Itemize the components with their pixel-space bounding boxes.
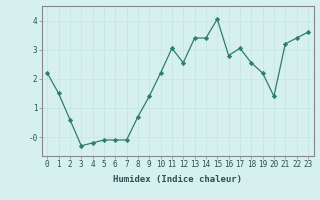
X-axis label: Humidex (Indice chaleur): Humidex (Indice chaleur) (113, 175, 242, 184)
